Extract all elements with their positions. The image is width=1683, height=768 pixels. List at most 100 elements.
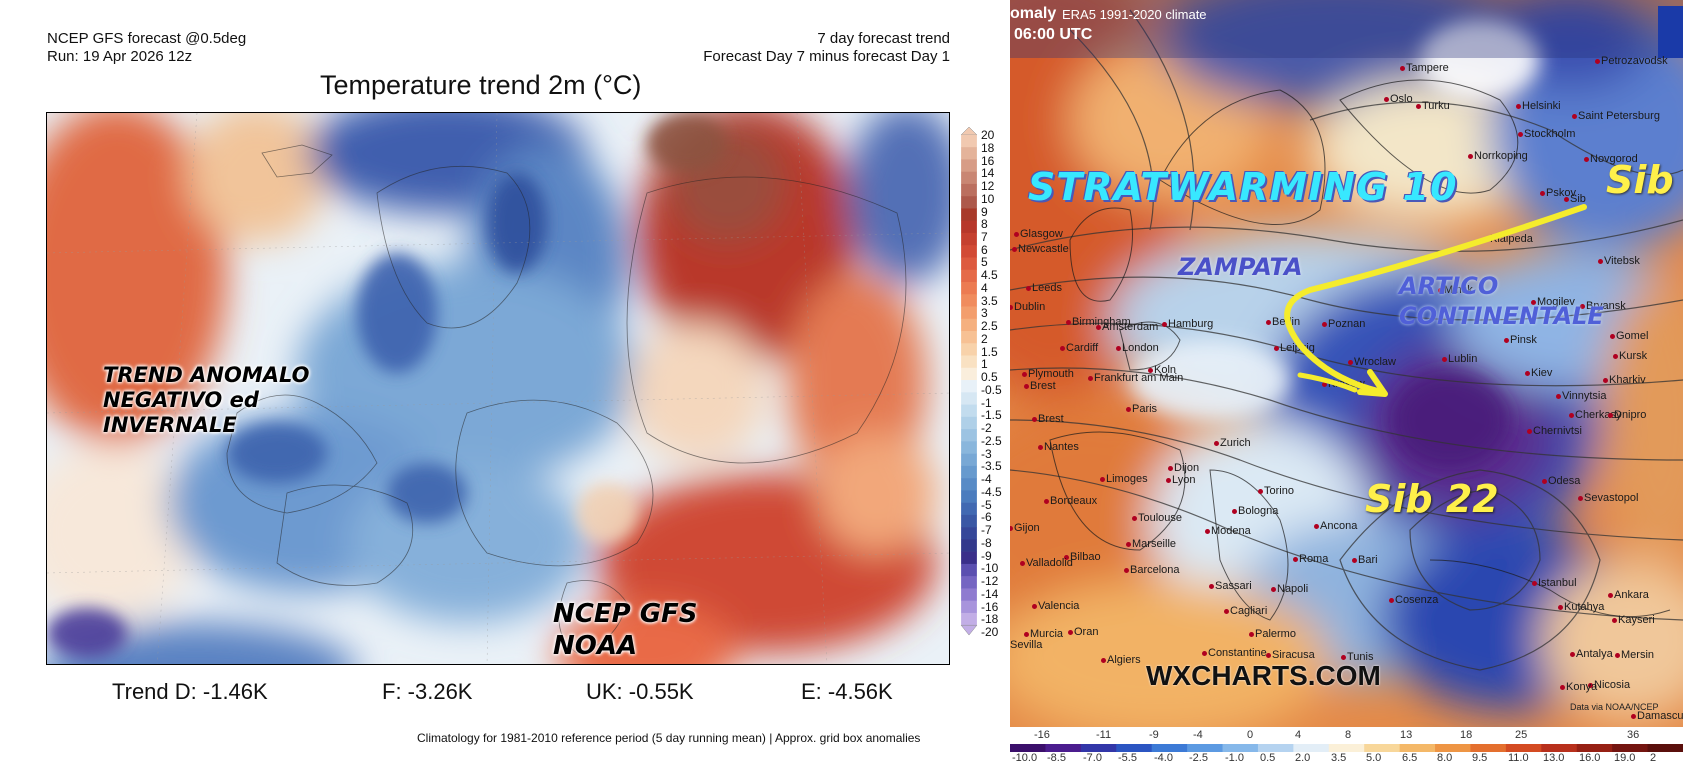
colorbar-label: 18 <box>981 140 995 155</box>
scale-bottom-label: 3.5 <box>1331 752 1347 764</box>
colorbar-label: 14 <box>981 166 995 181</box>
city-label: Oran <box>1067 626 1099 638</box>
city-label: Gomel <box>1609 330 1649 342</box>
scale-top-label: 25 <box>1515 729 1528 741</box>
colorbar-swatch <box>961 612 977 626</box>
scale-bottom-label: 13.0 <box>1543 752 1565 764</box>
scale-bottom-label: -1.0 <box>1225 752 1244 764</box>
colorbar-swatch <box>961 281 977 295</box>
scale-top-label: -16 <box>1034 729 1050 741</box>
scale-top-labels: -16 -11 -9 -4 0 4 8 13 18 25 36 <box>1010 729 1683 745</box>
colorbar-label: -4.5 <box>981 484 1002 499</box>
city-label: Nicosia <box>1587 679 1631 691</box>
city-label: Dublin <box>1010 301 1046 313</box>
city-label: Kutahya <box>1557 601 1605 613</box>
header-strip <box>1010 0 1683 58</box>
colorbar-label: -9 <box>981 548 992 563</box>
scale-bottom-label: 16.0 <box>1579 752 1601 764</box>
city-label: Zurich <box>1214 437 1251 449</box>
colorbar-label: 0.5 <box>981 370 998 385</box>
trend-title: 7 day forecast trend <box>817 30 950 47</box>
colorbar-swatch <box>961 196 977 209</box>
colorbar-label: 9 <box>981 204 988 219</box>
colorbar-swatch <box>961 343 977 356</box>
colorbar-swatch <box>961 355 977 369</box>
colorbar-swatch <box>961 429 977 442</box>
colorbar-swatch <box>961 588 977 601</box>
colorbar-label: 8 <box>981 217 988 232</box>
city-label: Kharkiv <box>1603 374 1646 386</box>
colorbar-swatch <box>961 183 977 197</box>
colorbar-label: 2 <box>981 331 988 346</box>
scale-swatch <box>1080 744 1117 752</box>
scale-bottom-label: -7.0 <box>1083 752 1102 764</box>
climate-reference: ERA5 1991-2020 climate <box>1062 7 1207 22</box>
city-label: Kursk <box>1612 350 1648 362</box>
colorbar-label: -3 <box>981 446 992 461</box>
city-label: Paris <box>1125 403 1158 415</box>
scale-swatch <box>1116 744 1153 752</box>
main-title: Temperature trend 2m (°C) <box>320 70 642 100</box>
scale-top-label: 18 <box>1460 729 1473 741</box>
city-label: Ancona <box>1313 520 1358 532</box>
city-label: Glasgow <box>1014 228 1063 240</box>
scale-swatch <box>1151 744 1188 752</box>
city-label: Newcastle <box>1012 243 1069 255</box>
city-label: Amsterdam <box>1095 321 1159 333</box>
colorbar-label: -20 <box>981 625 999 639</box>
scale-bottom-label: 8.0 <box>1437 752 1453 764</box>
artico-continentale-caption: ARTICO CONTINENTALE <box>1399 271 1604 331</box>
colorbar-swatch <box>961 478 977 491</box>
colorbar-label: -6 <box>981 510 992 525</box>
city-label: Torino <box>1258 485 1294 497</box>
city-label: Lublin <box>1441 353 1478 365</box>
stat-e: E: -4.56K <box>801 679 893 704</box>
city-label: Sevastopol <box>1577 492 1639 504</box>
city-label: Siracusa <box>1266 649 1315 661</box>
zampata-caption: ZAMPATA <box>1178 253 1303 281</box>
scale-top-label: 4 <box>1295 729 1302 741</box>
city-label: Bari <box>1352 554 1378 566</box>
city-label: Mogilev <box>1531 296 1575 308</box>
trend-subtitle: Forecast Day 7 minus forecast Day 1 <box>703 48 950 65</box>
data-via-note: Data via NOAA/NCEP <box>1570 702 1659 712</box>
city-label: Valencia <box>1031 600 1080 612</box>
colorbar-label: -10 <box>981 561 999 576</box>
colorbar-swatch <box>961 220 977 234</box>
run-line: Run: 19 Apr 2026 12z <box>47 48 193 65</box>
colorbar-swatch <box>961 527 977 540</box>
climatology-footer: Climatology for 1981-2010 reference peri… <box>417 731 921 745</box>
anomaly-title: omaly <box>1010 5 1057 22</box>
scale-swatch <box>1328 744 1365 752</box>
city-label: Cagliari <box>1223 605 1268 617</box>
city-label: Saint Petersburg <box>1572 110 1660 122</box>
scale-top-label: 36 <box>1627 729 1640 741</box>
source-caption: NCEP GFS NOAA <box>553 598 698 662</box>
city-label: Vinnytsia <box>1555 390 1607 402</box>
city-label: Sassari <box>1209 580 1252 592</box>
colorbar-swatch <box>961 514 977 528</box>
model-line: NCEP GFS forecast @0.5deg <box>47 30 247 47</box>
city-label: Tampere <box>1400 62 1449 74</box>
artico-line-2: CONTINENTALE <box>1399 302 1604 330</box>
gfs-trend-panel: NCEP GFS forecast @0.5deg Run: 19 Apr 20… <box>46 30 1002 745</box>
city-label: London <box>1116 342 1159 354</box>
anomaly-scale: -16 -11 -9 -4 0 4 8 13 18 25 36 -10.0 -8.5 -7.0 -5.5-… <box>1010 727 1683 768</box>
trend-caption-line-2: NEGATIVO ed <box>103 388 259 412</box>
source-caption-line-1: NCEP GFS <box>553 599 698 629</box>
colorbar-label: 7 <box>981 229 988 244</box>
city-label: Cardiff <box>1059 342 1099 354</box>
scale-top-label: 0 <box>1247 729 1254 741</box>
city-label: Cherkasy <box>1568 409 1622 421</box>
colorbar-swatch <box>961 490 977 503</box>
city-label: Constantine <box>1202 647 1267 659</box>
city-label: Poznan <box>1321 318 1366 330</box>
colorbar-swatch <box>961 563 977 577</box>
colorbar-label: 10 <box>981 191 995 206</box>
stat-uk: UK: -0.55K <box>586 679 694 704</box>
city-label: Odesa <box>1541 475 1581 487</box>
city-label: Dijon <box>1167 462 1200 474</box>
scale-bottom-label: 11.0 <box>1508 752 1529 764</box>
colorbar-swatch <box>961 539 977 552</box>
scale-bottom-label: 0.5 <box>1260 752 1276 764</box>
